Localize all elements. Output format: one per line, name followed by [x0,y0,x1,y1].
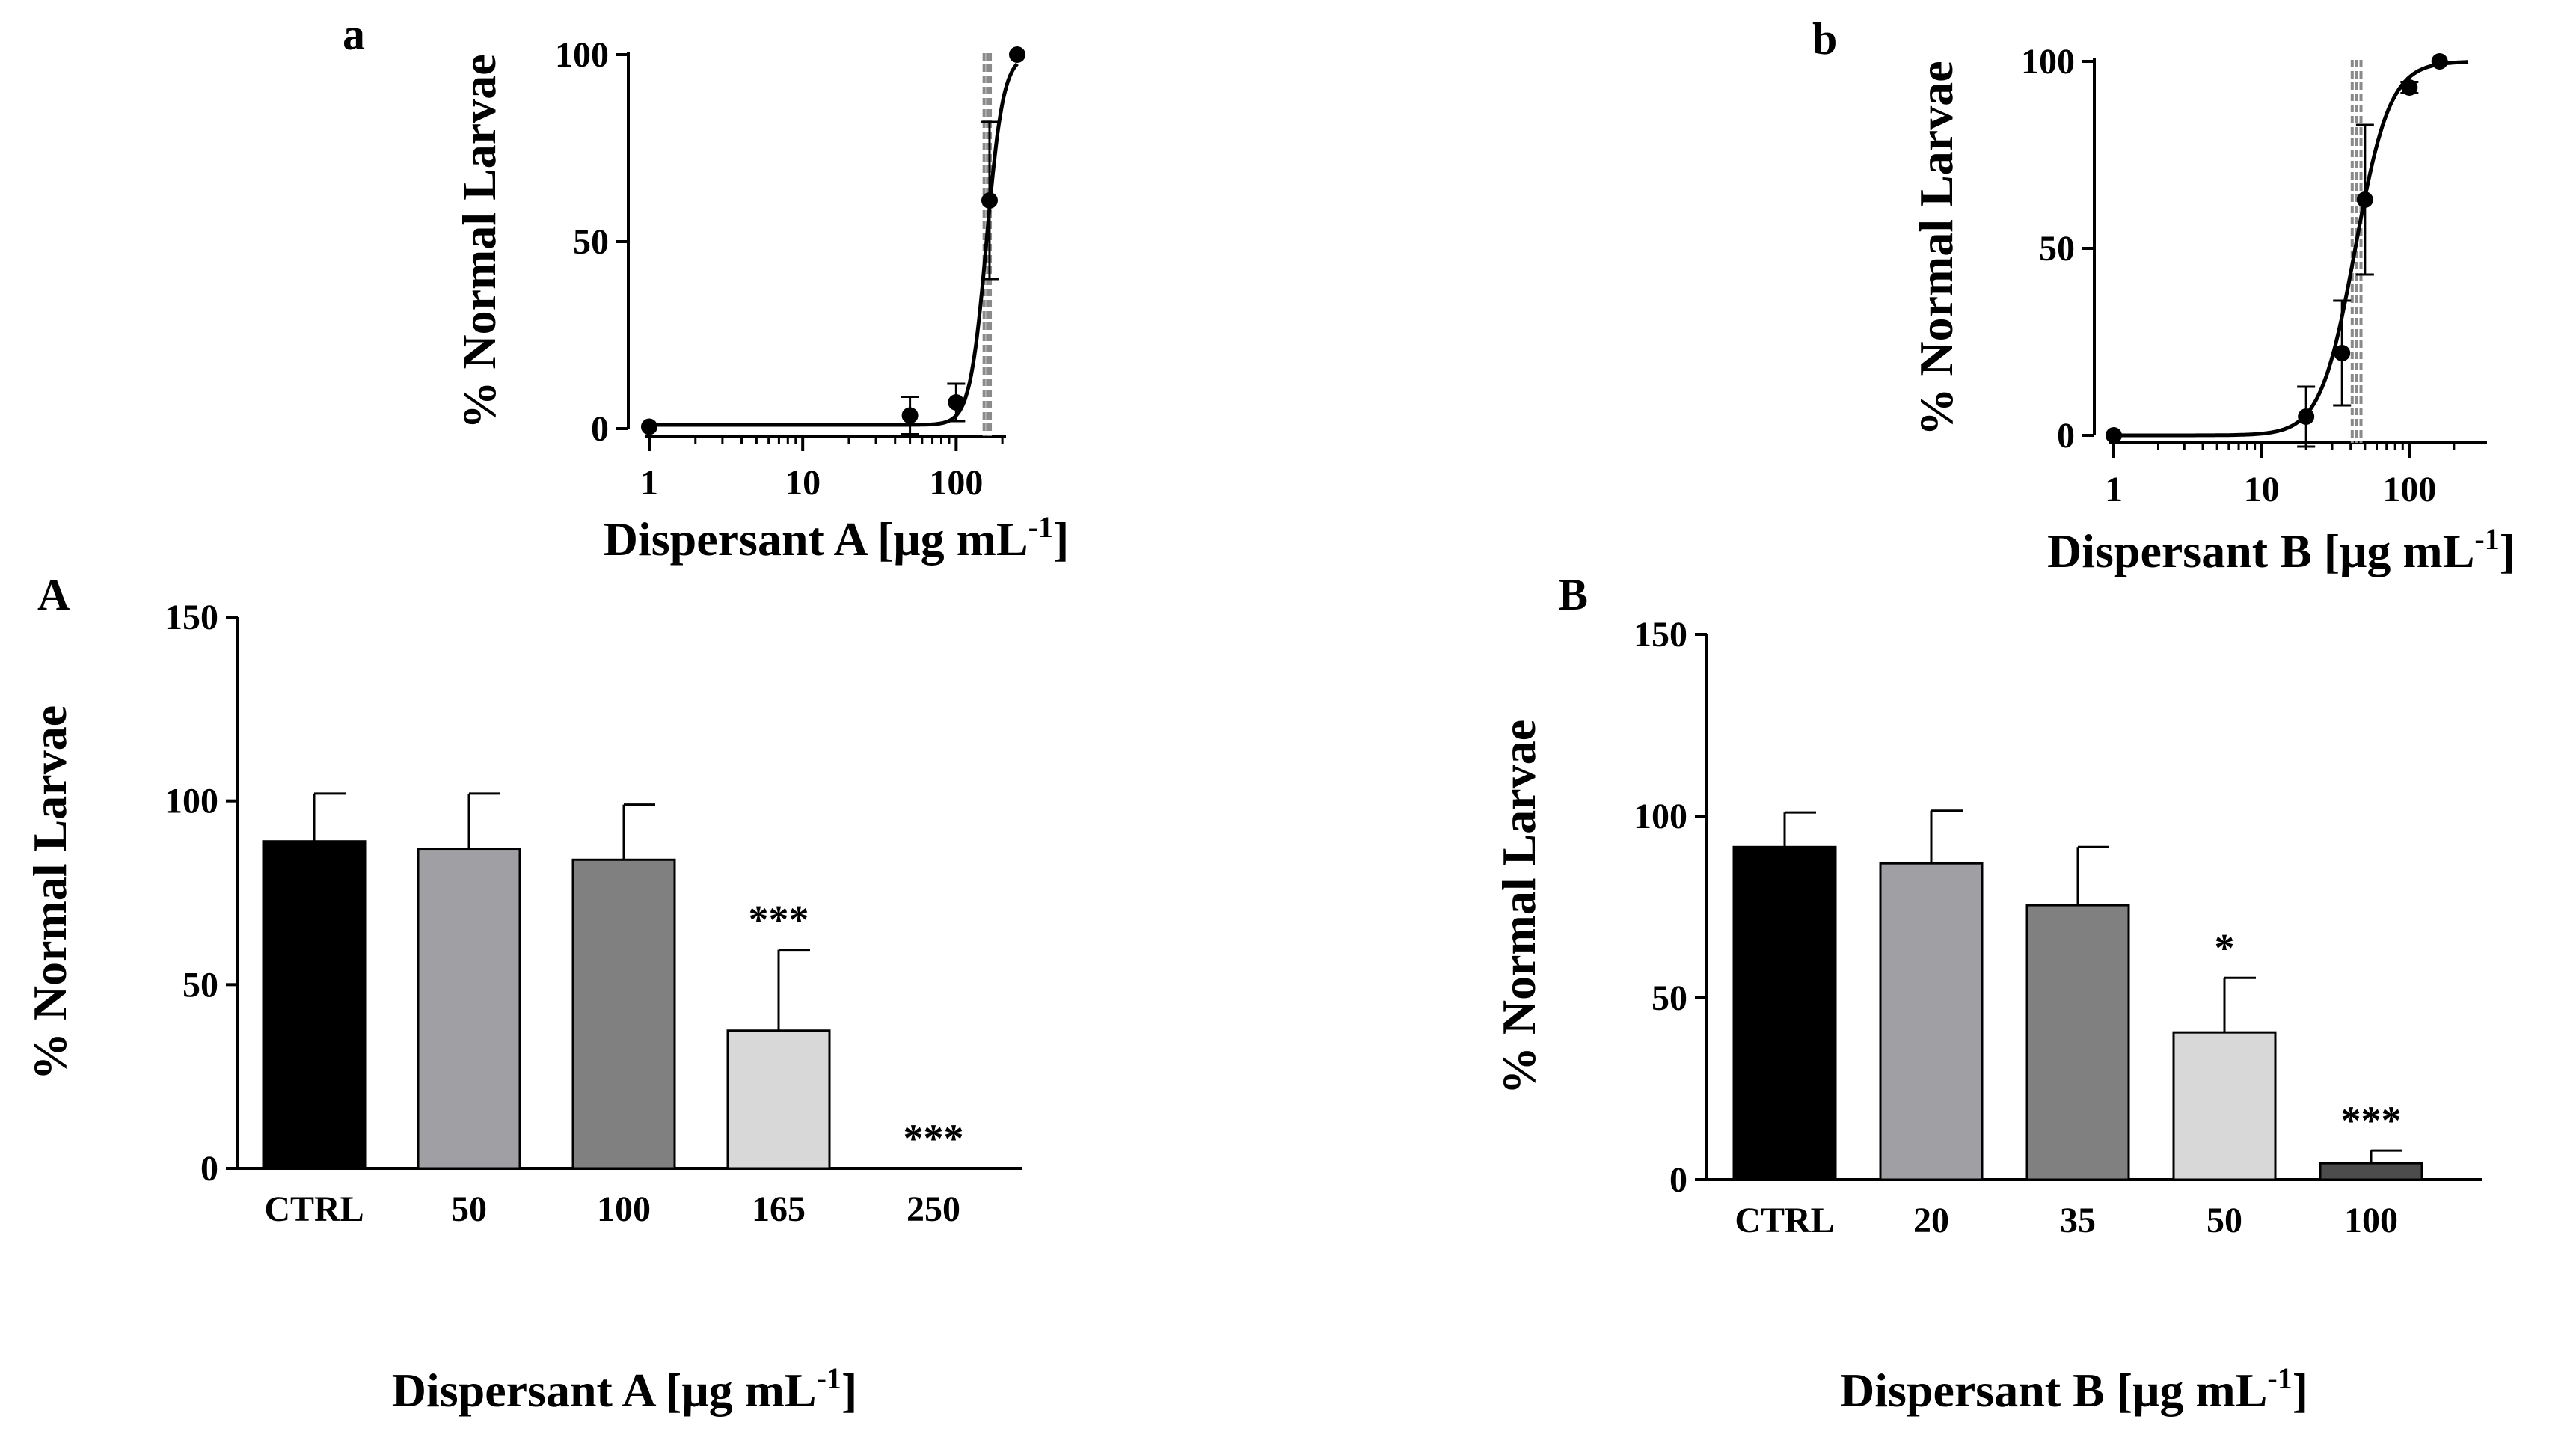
y-tick-label: 100 [1634,797,1687,836]
y-tick-label: 100 [555,35,609,75]
y-tick-label: 50 [183,965,218,1005]
data-point [1009,46,1025,63]
data-point [901,407,919,424]
panel-label: b [1812,14,1837,64]
y-tick-label: 150 [1634,615,1687,655]
category-label: 100 [597,1189,651,1229]
category-label: CTRL [264,1189,364,1229]
x-axis-title-bracket: ] [2500,524,2515,577]
y-axis-title: % Normal Larvae [453,54,506,429]
bar [2025,904,2130,1181]
category-label: 250 [907,1189,960,1229]
bar [571,858,676,1170]
x-axis-title-main: Dispersant B [μg mL [1840,1364,2267,1417]
fit-curve [649,62,1019,427]
significance-marker: * [2215,925,2235,970]
category-label: 100 [2344,1201,2398,1240]
y-tick-label: 50 [2039,229,2075,269]
y-tick-label: 0 [2057,416,2075,456]
x-axis-title-main: Dispersant A [μg mL [604,512,1028,566]
category-label: CTRL [1735,1201,1834,1240]
y-axis-title: % Normal Larvae [1492,720,1545,1094]
data-point [981,192,998,209]
x-axis-title-bracket: ] [841,1364,857,1417]
x-axis-title: Dispersant B [μg mL-1] [1840,1361,2308,1417]
category-label: 35 [2060,1201,2096,1240]
x-axis-title-main: Dispersant B [μg mL [2047,524,2474,577]
x-axis-title: Dispersant A [μg mL-1] [604,510,1070,566]
data-point [948,394,965,411]
dose-response-chart-b: b 0 50 100 1 10 100 % Normal Larvae Dispersant B… [1812,14,2515,577]
significance-marker: *** [749,898,809,943]
data-point [2334,345,2351,361]
data-point [2298,408,2315,425]
x-axis-title-bracket: ] [2293,1364,2308,1417]
bar-chart-B: B 0 50 100 150 CTRL 20 35 * 50 *** 100 % Normal Larv… [1492,570,2482,1417]
x-axis-title: Dispersant B [μg mL-1] [2047,522,2515,577]
bar [417,848,521,1170]
x-axis-title-main: Dispersant A [μg mL [392,1364,817,1417]
data-point [2106,427,2122,444]
panel-label: A [37,570,70,619]
y-tick-label: 0 [1669,1160,1687,1200]
x-axis-title: Dispersant A [μg mL-1] [392,1361,858,1417]
y-tick-label: 150 [165,598,218,637]
x-axis-title-superscript: -1 [2267,1361,2292,1395]
dose-response-chart-a: a 0 50 100 1 10 100 % Normal Larvae Dispersant A… [343,10,1069,566]
x-axis-title-superscript: -1 [1028,510,1053,544]
y-axis-title: % Normal Larvae [1910,61,1963,435]
bar-chart-A: A 0 50 100 150 CTRL 50 100 *** 165 *** 250 % Normal … [23,570,1022,1417]
category-label: 50 [2207,1201,2242,1240]
data-point [2356,191,2373,208]
y-tick-label: 100 [2021,42,2075,82]
data-point [2401,79,2418,96]
bar [1879,862,1984,1181]
x-tick-label: 1 [2105,470,2123,509]
significance-marker: *** [2341,1098,2402,1143]
y-tick-label: 50 [1652,978,1687,1018]
fit-curve [2114,60,2469,438]
bar [262,840,367,1170]
panel-label: a [343,10,365,59]
bar [2172,1031,2277,1181]
x-tick-label: 10 [2244,470,2280,509]
x-tick-label: 100 [2382,470,2436,509]
category-label: 20 [1913,1201,1949,1240]
x-axis-title-superscript: -1 [2474,522,2499,556]
significance-marker: *** [904,1116,964,1161]
y-tick-label: 0 [200,1149,218,1189]
y-tick-label: 100 [165,782,218,821]
y-tick-label: 0 [591,409,609,449]
bar [726,1029,831,1170]
category-label: 50 [451,1189,487,1229]
panel-label: B [1558,570,1588,619]
data-point [2431,53,2448,70]
bar [2319,1162,2423,1181]
y-tick-label: 50 [573,222,609,262]
bar [1732,845,1837,1181]
x-tick-label: 1 [640,463,658,503]
x-tick-label: 10 [785,463,821,503]
x-axis-title-superscript: -1 [817,1361,841,1395]
data-point [641,418,657,435]
x-tick-label: 100 [929,463,983,503]
category-label: 165 [752,1189,806,1229]
y-axis-title: % Normal Larvae [23,705,76,1080]
x-axis-title-bracket: ] [1053,512,1069,566]
